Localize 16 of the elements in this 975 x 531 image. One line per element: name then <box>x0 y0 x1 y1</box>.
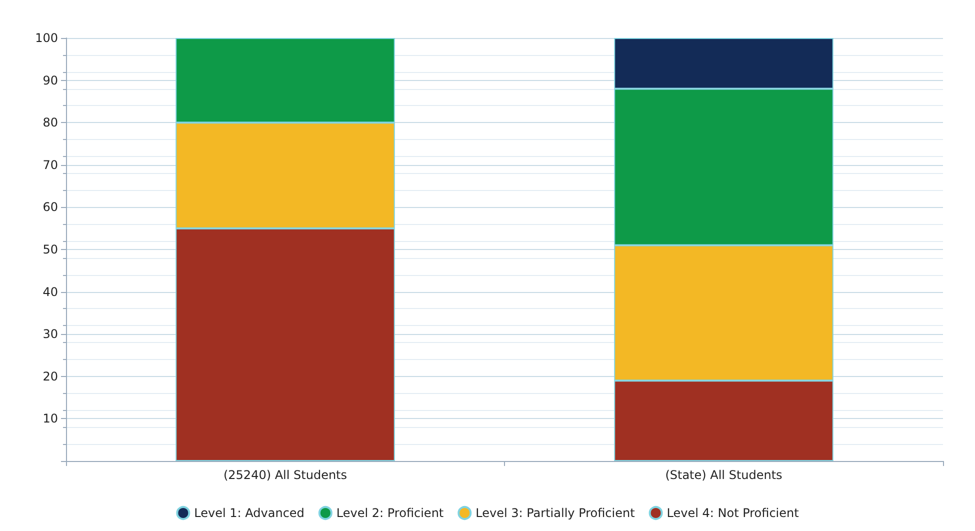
legend-label: Level 2: Proficient <box>336 506 444 520</box>
y-tick-label: 50 <box>42 242 58 256</box>
y-tick-label: 60 <box>42 200 58 214</box>
y-tick-label: 10 <box>42 412 58 426</box>
x-tick-label: (State) All Students <box>665 468 782 482</box>
y-tick-label: 70 <box>42 158 58 172</box>
y-tick-label: 100 <box>35 31 58 45</box>
y-tick-label: 40 <box>42 284 58 299</box>
y-tick-label: 90 <box>42 73 58 88</box>
y-tick-label: 30 <box>42 327 58 342</box>
y-tick-label: 80 <box>42 116 58 130</box>
x-tick-label: (25240) All Students <box>223 468 348 482</box>
legend-label: Level 3: Partially Proficient <box>476 506 636 520</box>
legend-label: Level 1: Advanced <box>194 506 304 520</box>
legend-label: Level 4: Not Proficient <box>666 506 800 520</box>
y-tick-label: 20 <box>42 369 58 384</box>
